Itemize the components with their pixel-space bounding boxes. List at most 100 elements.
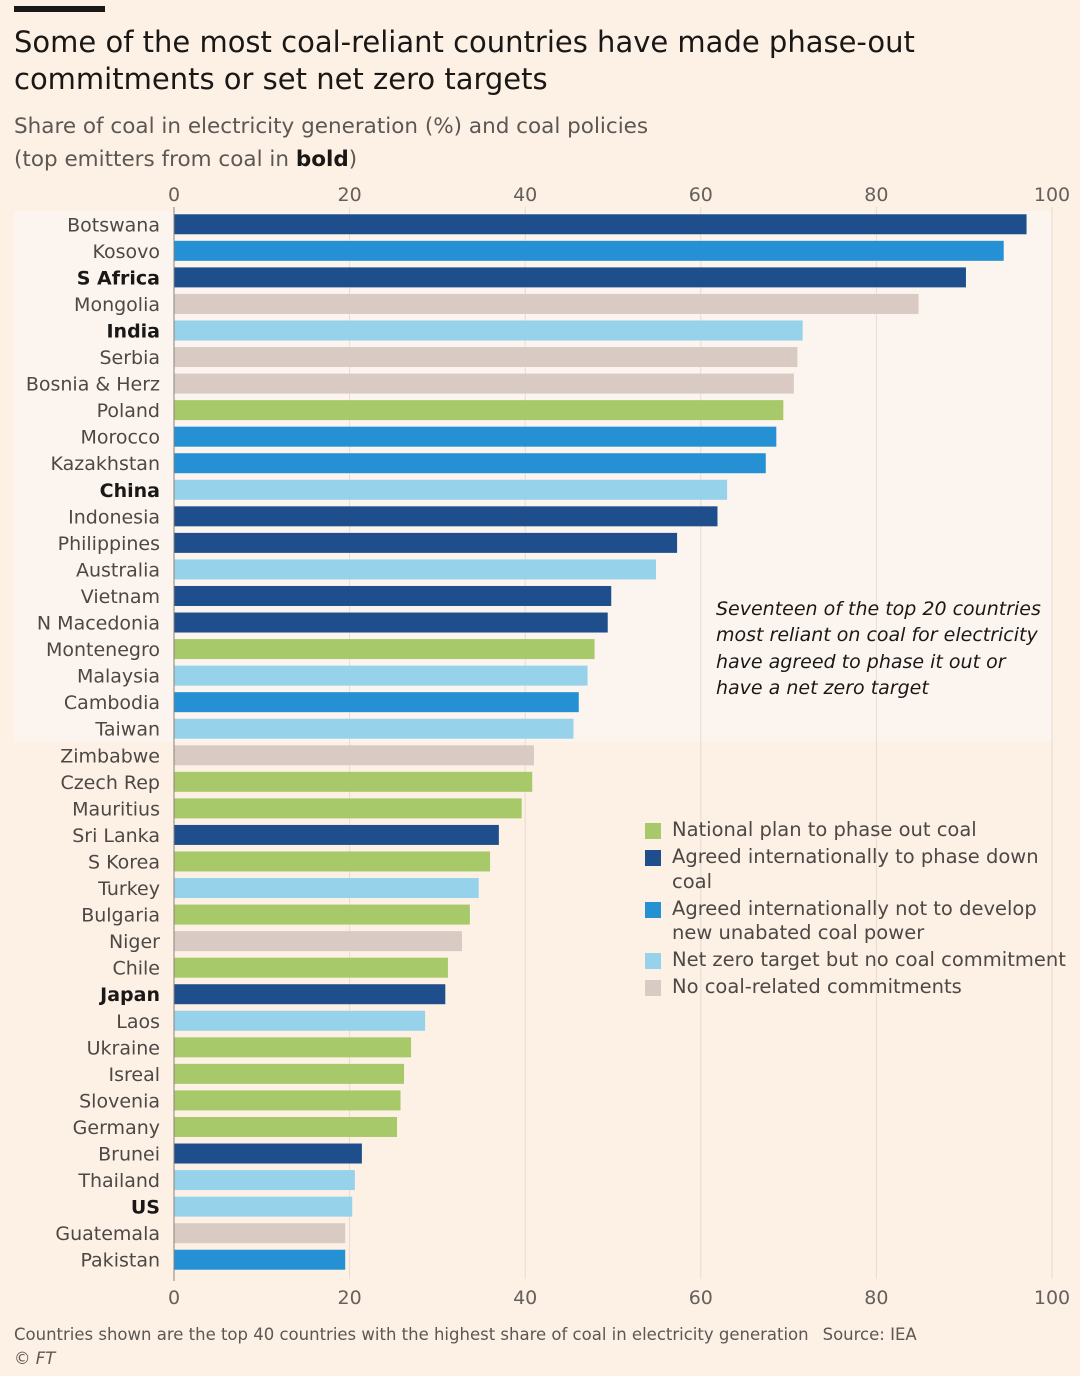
country-label: Guatemala bbox=[55, 1223, 160, 1245]
country-label: Mauritius bbox=[72, 798, 160, 820]
country-label: Ukraine bbox=[87, 1037, 160, 1059]
country-label: Brunei bbox=[98, 1144, 160, 1166]
bar bbox=[174, 347, 798, 368]
x-tick-label-bottom: 20 bbox=[338, 1287, 362, 1309]
country-label: Morocco bbox=[80, 427, 160, 449]
bar bbox=[174, 400, 784, 421]
subtitle-bold: bold bbox=[295, 147, 349, 172]
bar bbox=[174, 479, 728, 500]
country-label: India bbox=[106, 320, 160, 342]
country-label: Indonesia bbox=[68, 506, 160, 528]
country-label: S Korea bbox=[88, 851, 160, 873]
bar bbox=[174, 639, 595, 660]
legend-item-not_develop: Agreed internationally not to develop ne… bbox=[645, 897, 1075, 946]
legend-label: No coal-related commitments bbox=[672, 975, 962, 998]
legend-swatch bbox=[645, 953, 661, 969]
title-rule bbox=[14, 6, 105, 12]
subtitle-line-1: Share of coal in electricity generation … bbox=[14, 114, 649, 139]
country-label: Thailand bbox=[77, 1170, 160, 1192]
legend-item-net_zero: Net zero target but no coal commitment bbox=[645, 948, 1075, 973]
country-label: Zimbabwe bbox=[60, 745, 160, 767]
subtitle-prefix: (top emitters from coal in bbox=[14, 147, 296, 172]
bar bbox=[174, 453, 766, 474]
bar bbox=[174, 692, 579, 713]
bar bbox=[174, 878, 479, 899]
chart-subtitle: Share of coal in electricity generation … bbox=[14, 110, 648, 176]
country-label: Slovenia bbox=[79, 1090, 160, 1112]
bar bbox=[174, 1090, 401, 1111]
country-label: Serbia bbox=[99, 347, 160, 369]
bar bbox=[174, 1116, 398, 1137]
legend-swatch bbox=[645, 901, 661, 918]
legend-item-none: No coal-related commitments bbox=[645, 975, 1075, 1000]
bar bbox=[174, 373, 794, 394]
country-label: Bosnia & Herz bbox=[26, 374, 160, 396]
bar bbox=[174, 559, 657, 580]
country-label: Montenegro bbox=[46, 639, 160, 661]
legend-swatch bbox=[645, 823, 661, 839]
country-label: Niger bbox=[109, 931, 160, 953]
bar bbox=[174, 1249, 346, 1270]
bar bbox=[174, 293, 919, 314]
country-label: Isreal bbox=[108, 1064, 160, 1086]
country-label: Japan bbox=[98, 984, 160, 1006]
x-tick-label-bottom: 60 bbox=[689, 1287, 713, 1309]
subtitle-line-2: (top emitters from coal in bold) bbox=[14, 143, 648, 176]
chart-annotation: Seventeen of the top 20 countries most r… bbox=[716, 598, 1041, 699]
bar bbox=[174, 931, 462, 952]
bar bbox=[174, 851, 491, 872]
x-tick-label-bottom: 100 bbox=[1034, 1287, 1070, 1309]
country-label: China bbox=[100, 480, 160, 502]
x-tick-label-bottom: 0 bbox=[168, 1287, 180, 1309]
legend: National plan to phase out coal Agreed in… bbox=[645, 818, 1075, 1002]
country-label: Vietnam bbox=[81, 586, 160, 608]
bar bbox=[174, 612, 608, 633]
x-tick-label-top: 100 bbox=[1034, 184, 1070, 206]
bar bbox=[174, 1063, 405, 1084]
source-text: Source: IEA bbox=[822, 1325, 917, 1344]
footnote: Countries shown are the top 40 countries… bbox=[14, 1324, 917, 1346]
bar bbox=[174, 585, 612, 606]
x-tick-label-bottom: 40 bbox=[513, 1287, 537, 1309]
country-label: Czech Rep bbox=[60, 772, 160, 794]
credit: © FT bbox=[14, 1349, 56, 1368]
legend-label: Net zero target but no coal commitment bbox=[672, 948, 1066, 971]
country-label: Bulgaria bbox=[81, 905, 160, 927]
x-tick-label-top: 20 bbox=[338, 184, 362, 206]
country-label: Pakistan bbox=[80, 1250, 160, 1272]
bar bbox=[174, 320, 803, 341]
bar bbox=[174, 506, 718, 527]
bar bbox=[174, 532, 678, 553]
bar-chart: 0 0 20 20 40 40 60 60 80 80 100 100 Botswana Kosovo S … bbox=[25, 184, 1071, 1309]
bar bbox=[174, 665, 588, 686]
country-label: Sri Lanka bbox=[72, 825, 160, 847]
country-label: US bbox=[131, 1197, 160, 1219]
bar bbox=[174, 426, 777, 447]
legend-label: National plan to phase out coal bbox=[672, 818, 977, 841]
bar bbox=[174, 1223, 346, 1244]
x-tick-label-top: 80 bbox=[864, 184, 888, 206]
bar bbox=[174, 718, 574, 739]
country-label: S Africa bbox=[77, 267, 160, 289]
country-label: Kazakhstan bbox=[51, 453, 160, 475]
country-label: Australia bbox=[76, 559, 160, 581]
x-tick-label-top: 60 bbox=[689, 184, 713, 206]
country-label: Cambodia bbox=[64, 692, 160, 714]
bar bbox=[174, 798, 522, 819]
bar bbox=[174, 240, 1004, 261]
bar bbox=[174, 904, 470, 925]
bar bbox=[174, 1037, 412, 1058]
legend-swatch bbox=[645, 980, 661, 996]
bar bbox=[174, 957, 448, 978]
chart-title: Some of the most coal-reliant countries … bbox=[14, 25, 915, 96]
bar bbox=[174, 1010, 426, 1031]
legend-item-national: National plan to phase out coal bbox=[645, 818, 1075, 843]
country-label: Poland bbox=[97, 400, 160, 422]
legend-label: Agreed internationally to phase down coa… bbox=[672, 845, 1039, 893]
bar bbox=[174, 214, 1027, 235]
legend-item-phase_down: Agreed internationally to phase down coa… bbox=[645, 845, 1075, 894]
bar bbox=[174, 771, 533, 792]
country-label: Botswana bbox=[67, 214, 160, 236]
country-label: Kosovo bbox=[92, 241, 160, 263]
country-label: Laos bbox=[116, 1011, 160, 1033]
